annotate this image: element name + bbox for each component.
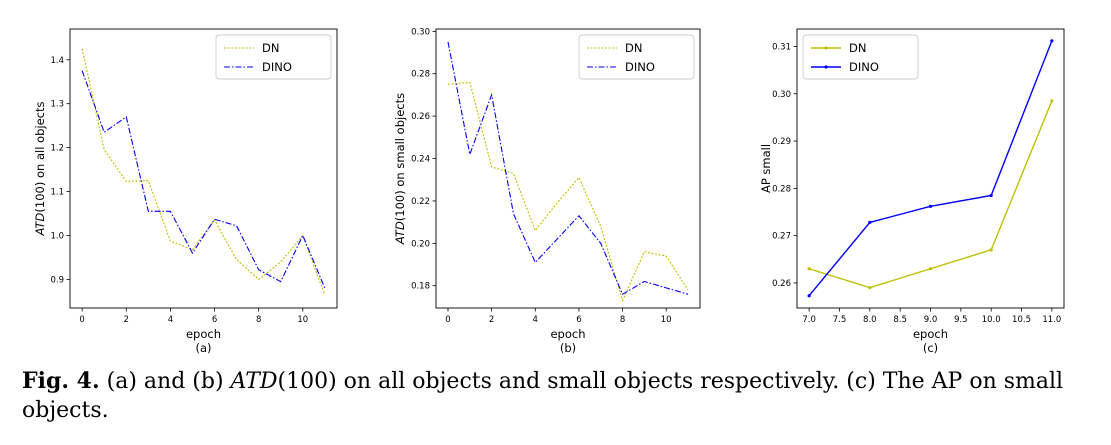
x-tick-label: 2 [124, 315, 129, 325]
y-axis-label-rest: AP small [759, 144, 773, 193]
legend: DN DINO [578, 34, 695, 80]
y-tick-label: 0.31 [772, 42, 791, 52]
data-point-dn-1 [868, 286, 872, 290]
data-point-dn-4 [1050, 99, 1054, 103]
x-tick-label: 6 [576, 315, 581, 325]
x-tick-label: 6 [212, 315, 217, 325]
y-tick-label: 1.3 [50, 100, 64, 110]
y-tick-label: 1.0 [50, 232, 64, 242]
x-tick-label: 7.0 [802, 315, 816, 325]
series-line-dn [808, 100, 1053, 289]
caption-part2: (100) on all objects and small objects r… [22, 369, 1064, 423]
legend-label-dino: DINO [625, 60, 655, 74]
plot-frame [435, 28, 701, 309]
panel-label: (b) [560, 341, 576, 355]
x-tick-label: 4 [533, 315, 538, 325]
y-tick-label: 0.28 [411, 70, 430, 80]
y-tick-label: 0.29 [772, 137, 791, 147]
x-tick-label: 4 [168, 315, 173, 325]
x-tick-label: 8.0 [863, 315, 877, 325]
y-tick-label: 0.27 [772, 232, 791, 242]
x-tick-label: 8 [620, 315, 625, 325]
legend-box [578, 34, 695, 80]
y-axis-label: ATD(100) on small objects [393, 93, 407, 245]
figure-canvas: 0 2 4 6 8 100.91.01.11.21.31.4epoch(a)ATD(100… [33, 27, 1065, 355]
series-line-dino [447, 41, 689, 296]
legend: DN DINO [215, 34, 332, 80]
y-tick-label: 1.4 [50, 56, 64, 66]
y-tick-label: 0.22 [411, 197, 430, 207]
data-point-dn-3 [989, 248, 993, 252]
chart-panel-1: 0 2 4 6 8 10 0.9 1.0 1.1 1.2 1.3 1.4 epoch(a) ATD(100… [33, 28, 338, 355]
panel-label: (a) [195, 341, 211, 355]
data-point-dino-4 [1050, 39, 1054, 43]
caption-part1: (a) and (b) [99, 369, 231, 394]
x-tick-label: 8.5 [893, 315, 907, 325]
y-tick-label: 0.28 [772, 184, 791, 194]
y-axis-label: ATD(100) on all objects [33, 101, 47, 236]
legend-box [802, 34, 919, 80]
x-tick-label: 0 [445, 315, 450, 325]
y-tick-label: 0.30 [411, 27, 430, 37]
x-tick-label: 2 [489, 315, 494, 325]
data-point-dn-2 [928, 267, 933, 271]
legend: DN DINO [802, 34, 919, 80]
data-point-dino-2 [928, 204, 933, 208]
chart-panel-3: 7.0 7.5 8.0 8.5 9.0 9.5 10.0 10.5 11.0 0.26 0.27 0.… [759, 28, 1065, 355]
y-axis-label: AP small [759, 144, 773, 193]
x-tick-label: 9.5 [954, 315, 968, 325]
y-axis-label-italic: ATD [33, 212, 47, 236]
y-tick-label: 0.20 [411, 239, 430, 249]
x-tick-label: 10 [297, 315, 308, 325]
legend-label-dn: DN [625, 41, 642, 55]
y-axis-label-rest: (100) on all objects [33, 101, 47, 212]
x-tick-label: 0 [79, 315, 84, 325]
x-axis-label: epoch [186, 327, 221, 341]
y-tick-label: 1.2 [50, 144, 64, 154]
y-tick-label: 0.9 [50, 275, 64, 285]
legend-marker-dn [824, 46, 828, 50]
legend-label-dn: DN [262, 41, 279, 55]
panel-label: (c) [923, 341, 938, 355]
y-tick-label: 0.18 [411, 282, 430, 292]
data-point-dn-0 [807, 267, 811, 271]
legend-label-dino: DINO [849, 60, 879, 74]
x-tick-label: 10.5 [1012, 315, 1031, 325]
data-point-dino-3 [989, 193, 993, 198]
x-tick-label: 10 [661, 315, 672, 325]
y-tick-label: 0.24 [411, 155, 430, 165]
y-tick-label: 1.1 [50, 188, 64, 198]
x-tick-label: 7.5 [833, 315, 847, 325]
plot-frame [69, 28, 338, 309]
data-point-dino-1 [868, 220, 872, 225]
caption-fig-label: Fig. 4. [22, 368, 100, 394]
x-tick-label: 8 [256, 315, 261, 325]
y-tick-label: 0.26 [411, 112, 430, 122]
y-tick-label: 0.26 [772, 279, 791, 289]
legend-label-dn: DN [849, 41, 866, 55]
x-tick-label: 10.0 [982, 315, 1001, 325]
chart-panel-2: 0 2 4 6 8 10 0.18 0.20 0.22 0.24 0.26 0.28 0.30 epoch… [393, 27, 701, 355]
y-tick-label: 0.30 [772, 90, 791, 100]
legend-box [215, 34, 332, 80]
x-tick-label: 11.0 [1042, 315, 1061, 325]
series-line-dn [81, 48, 326, 296]
x-axis-label: epoch [913, 327, 948, 341]
figure-caption: Fig. 4. (a) and (b) ATD(100) on all obje… [22, 367, 1094, 425]
legend-marker-dino [824, 65, 828, 69]
series-line-dn [447, 81, 689, 303]
data-point-dino-0 [807, 294, 811, 298]
x-tick-label: 9.0 [924, 315, 938, 325]
y-axis-label-italic: ATD [393, 221, 407, 245]
series-line-dino [81, 70, 326, 289]
y-axis-label-rest: (100) on small objects [393, 93, 407, 221]
x-axis-label: epoch [550, 327, 585, 341]
legend-label-dino: DINO [262, 60, 292, 74]
caption-math: ATD [230, 369, 278, 394]
